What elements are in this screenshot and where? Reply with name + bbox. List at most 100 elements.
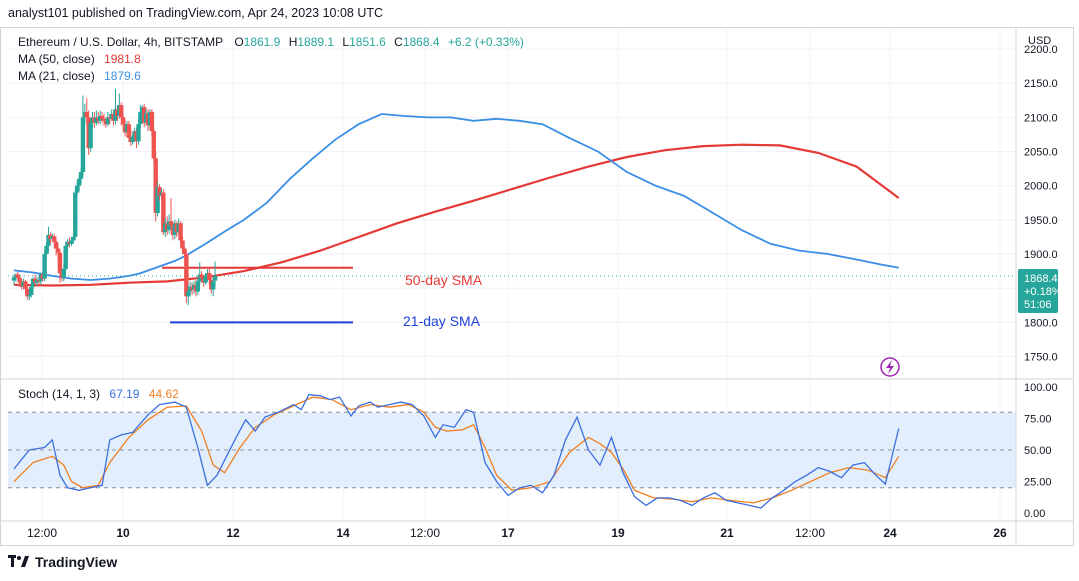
candle-body	[69, 240, 74, 244]
svg-text:51:06: 51:06	[1024, 299, 1052, 311]
candle-body	[212, 275, 218, 281]
price-pane	[8, 88, 1016, 324]
publish-caption: analyst101 published on TradingView.com,…	[8, 6, 384, 20]
candle	[63, 241, 68, 272]
ma50-label: MA (50, close)	[18, 52, 95, 66]
candle-body	[84, 111, 89, 118]
candle-body	[44, 245, 49, 255]
candle	[168, 198, 174, 231]
candle-body	[126, 124, 132, 138]
candle-body	[178, 223, 183, 241]
candle	[80, 95, 86, 176]
stoch-tick-label: 75.00	[1024, 414, 1052, 426]
stoch-tick-label: 100.00	[1024, 382, 1058, 394]
candle-body	[34, 279, 40, 283]
last-price-tag: 1868.4 +0.18% 51:06	[1018, 269, 1062, 313]
candle-body	[207, 273, 212, 280]
chart-frame[interactable]: 12:00 10 12 14 12:00 17 19 21 12:00 24 26 2200.0 215…	[0, 27, 1079, 547]
price-tick-label: 2100.0	[1024, 112, 1058, 124]
ma50-value: 1981.8	[104, 52, 141, 66]
candle-body	[99, 116, 105, 119]
candle-body	[210, 281, 216, 290]
price-tick-label: 2000.0	[1024, 181, 1058, 193]
stoch-d-line	[13, 396, 900, 504]
candle-body	[74, 185, 80, 193]
time-tick-label: 10	[116, 526, 130, 540]
candle-body	[88, 122, 93, 149]
candle-body	[57, 252, 63, 274]
time-tick-label: 24	[883, 526, 897, 540]
candle-body	[199, 274, 204, 278]
stoch-k-line	[13, 393, 900, 509]
annotation-21-day-sma: 21-day SMA	[403, 313, 481, 329]
ma21-value: 1879.6	[104, 69, 141, 83]
candle-body	[53, 241, 59, 249]
candle-body	[203, 275, 208, 283]
symbol-title: Ethereum / U.S. Dollar, 4h, BITSTAMP	[18, 35, 223, 49]
candle	[53, 240, 59, 256]
candle-body	[15, 274, 21, 278]
price-tick-label: 1950.0	[1024, 215, 1058, 227]
time-tick-label: 19	[611, 526, 625, 540]
time-tick-label: 12:00	[410, 526, 440, 540]
candle-body	[195, 281, 201, 292]
annotation-50-day-sma: 50-day SMA	[405, 272, 483, 288]
tradingview-logo-icon	[8, 555, 29, 567]
ma21-label: MA (21, close)	[18, 69, 95, 83]
low-value: 1851.6	[349, 35, 386, 49]
candle	[88, 118, 93, 152]
candle-body	[63, 245, 68, 270]
candle-body	[46, 234, 51, 246]
candle-body	[184, 254, 189, 297]
candle-body	[151, 131, 156, 159]
time-tick-label: 26	[993, 526, 1007, 540]
price-tick-label: 2050.0	[1024, 147, 1058, 159]
candle-body	[27, 295, 32, 297]
candle-body	[52, 236, 57, 242]
candle-body	[180, 240, 185, 249]
candle-body	[136, 124, 141, 142]
time-tick-label: 17	[501, 526, 515, 540]
price-chart[interactable]: 12:00 10 12 14 12:00 17 19 21 12:00 24 26 2200.0 215…	[0, 27, 1079, 547]
candle-body	[76, 178, 82, 186]
stoch-tick-label: 0.00	[1024, 508, 1045, 520]
ma50-line	[13, 143, 900, 287]
candle-body	[78, 172, 84, 179]
candle	[11, 275, 17, 285]
close-value: 1868.4	[403, 35, 440, 49]
price-tick-label: 1800.0	[1024, 317, 1058, 329]
candle-body	[25, 288, 30, 297]
candle	[210, 277, 216, 297]
candle-body	[80, 117, 86, 173]
candle-body	[119, 105, 124, 118]
price-tick-label: 2200.0	[1024, 44, 1058, 56]
candle-body	[120, 117, 126, 125]
change-value: +6.2 (+0.33%)	[448, 35, 524, 49]
candle	[105, 111, 111, 127]
candle	[73, 189, 78, 241]
price-tick-label: 2150.0	[1024, 78, 1058, 90]
candle-body	[168, 221, 174, 226]
svg-text:1868.4: 1868.4	[1024, 273, 1058, 285]
tradingview-brand: TradingView	[35, 554, 118, 570]
stoch-tick-label: 50.00	[1024, 445, 1052, 457]
svg-text:MA (50, close) 1981.8: MA (50, close) 1981.8	[18, 52, 141, 66]
lightning-icon[interactable]	[880, 357, 900, 377]
candle-body	[157, 187, 162, 196]
candle	[151, 127, 156, 162]
candle-body	[153, 158, 158, 214]
time-tick-label: 12:00	[27, 526, 57, 540]
svg-text:Ethereum / U.S. Dollar, 4h, BI: Ethereum / U.S. Dollar, 4h, BITSTAMP O18…	[18, 35, 524, 49]
candle-body	[197, 274, 202, 282]
candle	[197, 262, 202, 285]
candle-body	[61, 269, 66, 278]
stoch-label: Stoch (14, 1, 3)	[18, 387, 100, 401]
candle-body	[11, 277, 17, 281]
tradingview-logo[interactable]: TradingView	[8, 554, 117, 570]
stoch-k-value: 67.19	[109, 387, 139, 401]
stoch-tick-label: 25.00	[1024, 477, 1052, 489]
candle-body	[17, 277, 22, 283]
candle-body	[23, 281, 28, 289]
candle-body	[138, 111, 143, 125]
candle-body	[166, 221, 172, 231]
